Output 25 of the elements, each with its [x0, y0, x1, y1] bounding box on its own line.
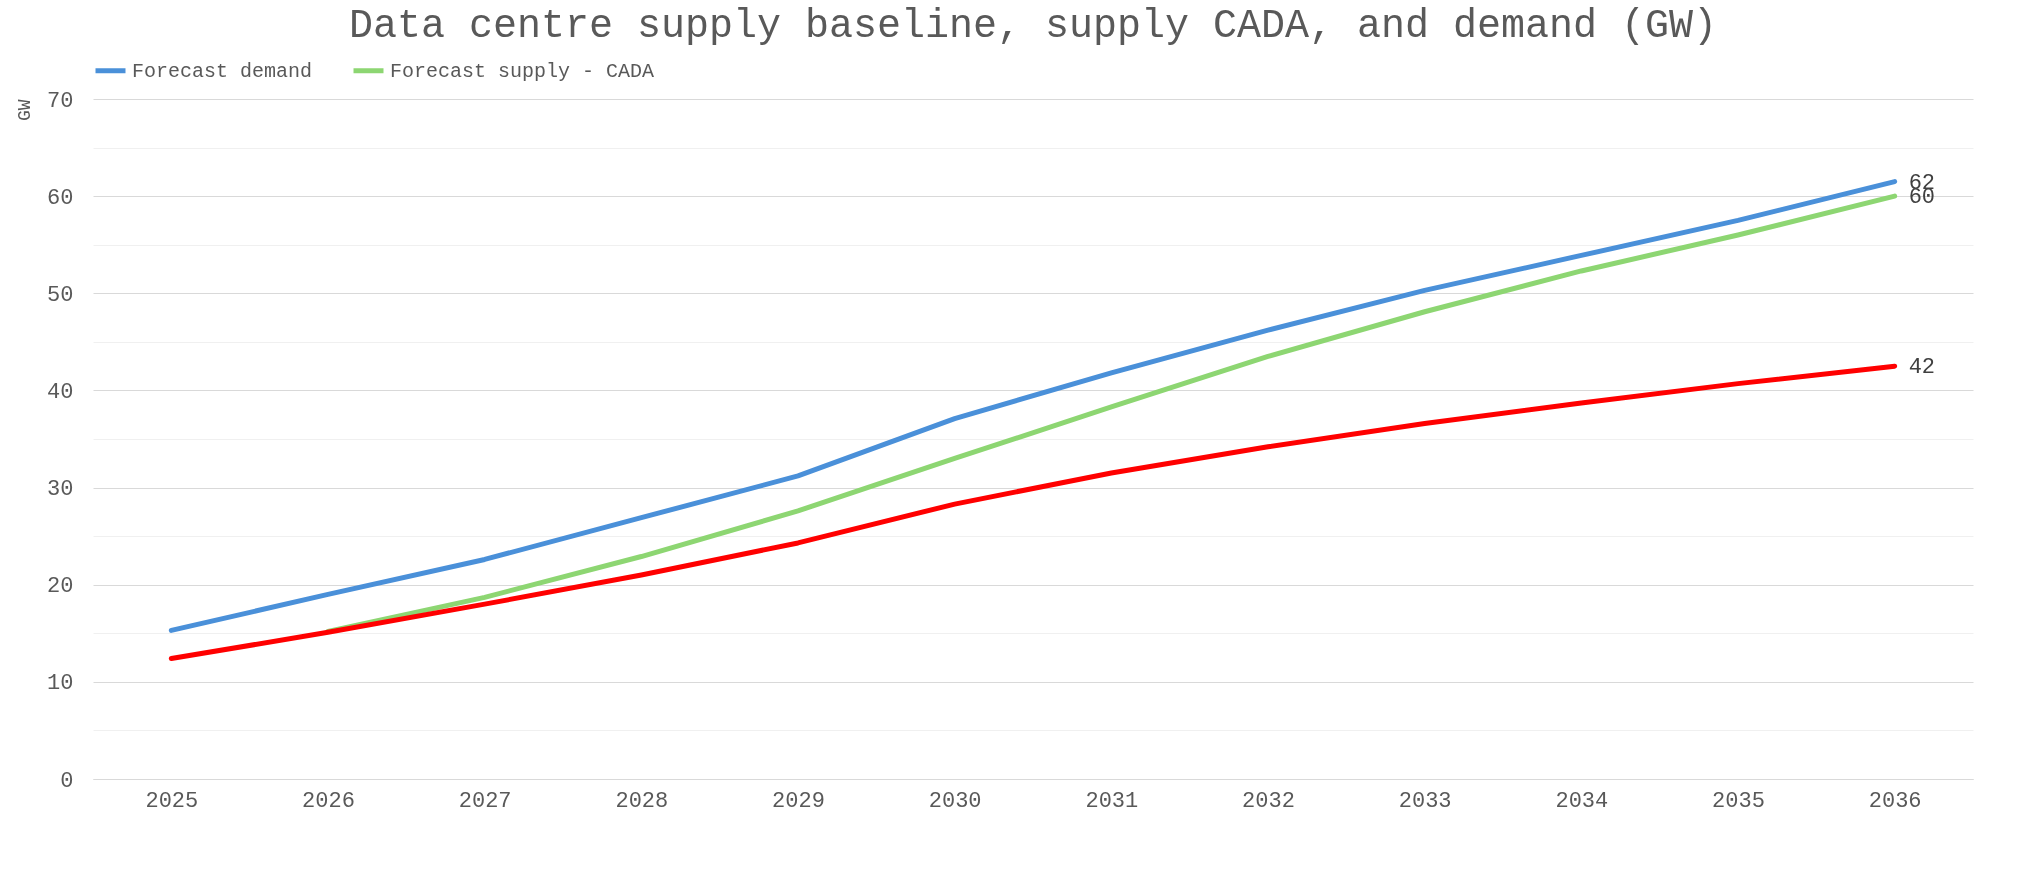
x-tick-label: 2031 [1085, 788, 1139, 814]
legend-label: Forecast supply - CADA [390, 59, 655, 83]
y-tick-label: 50 [47, 282, 74, 308]
x-tick-label: 2026 [302, 788, 355, 814]
y-tick-label: 10 [47, 671, 74, 697]
x-tick-label: 2029 [772, 788, 825, 814]
y-tick-label: 60 [47, 185, 74, 211]
x-tick-label: 2028 [615, 788, 669, 814]
x-tick-label: 2032 [1242, 788, 1295, 814]
x-tick-label: 2025 [145, 788, 199, 814]
y-tick-label: 0 [60, 768, 74, 794]
x-tick-label: 2027 [458, 788, 512, 814]
legend-label: Forecast demand [132, 59, 313, 83]
data-label: 42 [1908, 355, 1936, 381]
x-tick-label: 2035 [1712, 788, 1765, 814]
y-tick-label: 40 [47, 379, 74, 405]
y-tick-label: 20 [47, 574, 74, 600]
x-tick-label: 2030 [928, 788, 982, 814]
x-tick-label: 2033 [1398, 788, 1452, 814]
y-tick-label: 70 [47, 88, 74, 114]
chart-title: Data centre supply baseline, supply CADA, and demand (GW) [348, 4, 1718, 49]
y-tick-label: 30 [47, 477, 74, 503]
x-tick-label: 2036 [1868, 788, 1922, 814]
x-tick-label: 2034 [1555, 788, 1609, 814]
y-axis-title: GW [14, 99, 35, 122]
